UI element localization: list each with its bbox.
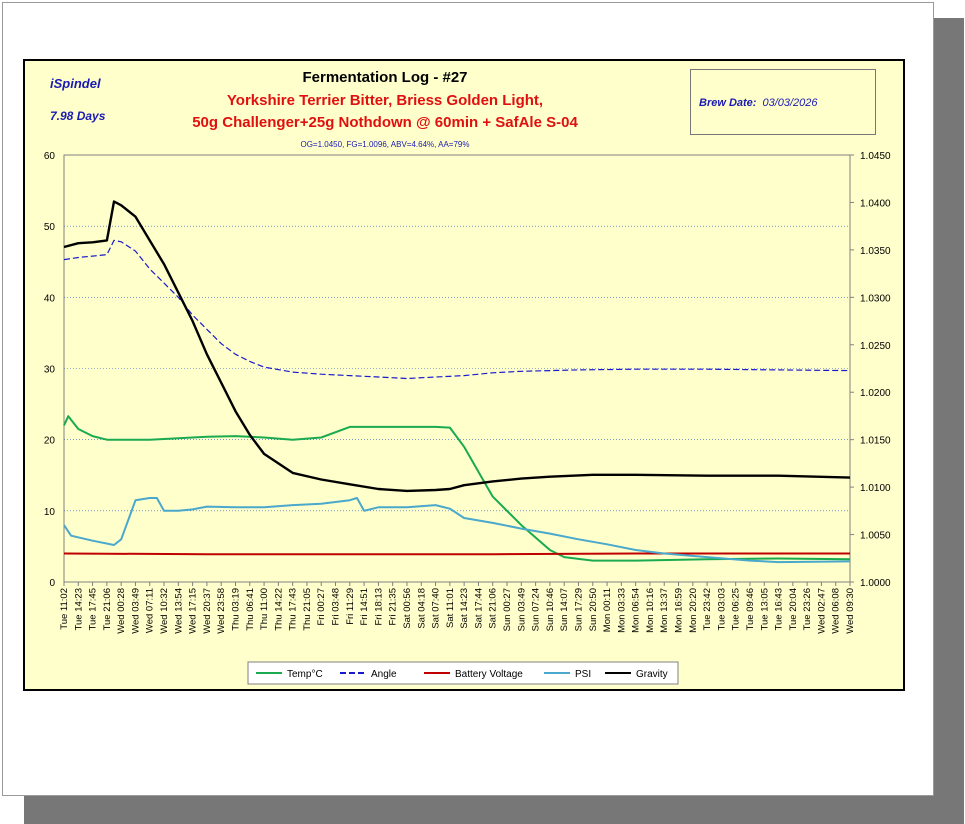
- x-tick-label: Fri 00:27: [316, 588, 327, 626]
- x-tick-label: Sun 00:27: [502, 588, 513, 631]
- series-line: [63, 239, 851, 380]
- x-tick-label: Tue 09:46: [745, 588, 756, 630]
- x-tick-label: Sat 14:23: [459, 588, 470, 629]
- x-tick-label: Mon 10:16: [645, 588, 656, 633]
- x-tick-label: Tue 06:25: [731, 588, 742, 630]
- x-tick-label: Wed 02:47: [816, 588, 827, 634]
- x-tick-label: Wed 13:54: [173, 588, 184, 634]
- y-left-tick-label: 10: [44, 507, 56, 518]
- x-tick-label: Tue 23:26: [802, 588, 813, 630]
- legend: [247, 661, 679, 685]
- x-tick-label: Tue 03:03: [716, 588, 727, 630]
- x-tick-label: Mon 03:33: [616, 588, 627, 633]
- y-left-tick-label: 20: [44, 436, 56, 447]
- x-tick-label: Fri 21:35: [388, 588, 399, 626]
- x-tick-label: Wed 06:08: [831, 588, 842, 634]
- y-left-tick-label: 30: [44, 365, 56, 376]
- x-tick-label: Thu 06:41: [245, 588, 256, 631]
- y-left-tick-label: 60: [44, 151, 56, 162]
- x-tick-label: Sat 21:06: [488, 588, 499, 629]
- x-tick-label: Mon 16:59: [674, 588, 685, 633]
- x-tick-label: Wed 07:11: [145, 588, 156, 633]
- x-tick-label: Fri 11:29: [345, 588, 356, 625]
- x-tick-label: Fri 03:48: [331, 588, 342, 626]
- y-right-tick-label: 1.0250: [860, 341, 891, 352]
- x-tick-label: Wed 00:28: [116, 588, 127, 634]
- y-right-tick-label: 1.0000: [860, 578, 891, 589]
- x-tick-label: Sun 14:07: [559, 588, 570, 631]
- x-tick-label: Thu 17:43: [288, 588, 299, 631]
- x-tick-label: Tue 16:43: [774, 588, 785, 630]
- x-tick-label: Mon 00:11: [602, 588, 613, 632]
- x-tick-label: Sat 17:44: [473, 588, 484, 629]
- x-tick-label: Thu 11:00: [259, 588, 270, 630]
- x-tick-label: Tue 21:06: [102, 588, 113, 630]
- x-tick-label: Tue 20:04: [788, 588, 799, 630]
- x-tick-label: Wed 03:49: [130, 588, 141, 634]
- recipe-line-2: 50g Challenger+25g Nothdown @ 60min + Sa…: [192, 114, 578, 131]
- y-right-tick-label: 1.0350: [860, 246, 891, 257]
- x-tick-label: Tue 17:45: [88, 588, 99, 630]
- x-tick-label: Fri 14:51: [359, 588, 370, 626]
- x-tick-label: Sun 03:49: [516, 588, 527, 631]
- y-left-tick-label: 40: [44, 293, 56, 304]
- duration-label: 7.98 Days: [50, 109, 106, 123]
- stats-line: OG=1.0450, FG=1.0096, ABV=4.64%, AA=79%: [300, 140, 470, 149]
- x-tick-label: Tue 14:23: [73, 588, 84, 630]
- y-right-tick-label: 1.0050: [860, 531, 891, 542]
- x-tick-label: Sat 04:18: [416, 588, 427, 629]
- x-tick-label: Thu 14:22: [273, 588, 284, 631]
- legend-label: Angle: [371, 669, 397, 680]
- y-right-tick-label: 1.0100: [860, 483, 891, 494]
- brew-date-box: Brew Date: 03/03/2026: [690, 69, 876, 135]
- recipe-line-1: Yorkshire Terrier Bitter, Briess Golden …: [226, 92, 544, 109]
- series-line: [63, 200, 851, 493]
- x-tick-label: Thu 21:05: [302, 588, 313, 631]
- x-tick-label: Tue 13:05: [759, 588, 770, 630]
- x-tick-label: Sun 07:24: [531, 588, 542, 631]
- y-right-tick-label: 1.0300: [860, 293, 891, 304]
- y-right-tick-label: 1.0200: [860, 388, 891, 399]
- x-tick-label: Mon 13:37: [659, 588, 670, 633]
- y-right-tick-label: 1.0400: [860, 198, 891, 209]
- x-tick-label: Fri 18:13: [373, 588, 384, 626]
- legend-label: Temp°C: [287, 669, 323, 680]
- device-name: iSpindel: [50, 76, 101, 91]
- x-tick-label: Tue 23:42: [702, 588, 713, 630]
- x-tick-label: Sun 17:29: [573, 588, 584, 631]
- x-tick-label: Sun 10:46: [545, 588, 556, 631]
- brew-date-label: Brew Date:: [699, 97, 757, 109]
- x-tick-label: Sat 11:01: [445, 588, 456, 628]
- y-right-tick-label: 1.0450: [860, 151, 891, 162]
- brew-date-value: 03/03/2026: [762, 97, 818, 109]
- y-left-tick-label: 0: [49, 578, 55, 589]
- y-left-tick-label: 50: [44, 222, 56, 233]
- y-right-tick-label: 1.0150: [860, 436, 891, 447]
- x-tick-label: Mon 06:54: [631, 588, 642, 633]
- x-tick-label: Wed 10:32: [159, 588, 170, 634]
- x-tick-label: Sun 20:50: [588, 588, 599, 631]
- chart-title: Fermentation Log - #27: [302, 69, 468, 86]
- x-tick-label: Thu 03:19: [230, 588, 241, 631]
- x-tick-label: Mon 20:20: [688, 588, 699, 633]
- x-tick-label: Wed 20:37: [202, 588, 213, 634]
- x-tick-label: Wed 09:30: [845, 588, 856, 634]
- legend-label: PSI: [575, 669, 591, 680]
- x-tick-label: Wed 23:58: [216, 588, 227, 634]
- series-line: [63, 415, 851, 562]
- x-tick-label: Wed 17:15: [188, 588, 199, 634]
- legend-label: Battery Voltage: [455, 669, 523, 680]
- x-tick-label: Sat 07:40: [431, 588, 442, 629]
- series-line: [63, 497, 851, 564]
- x-tick-label: Sat 00:56: [402, 588, 413, 629]
- series-line: [63, 552, 850, 556]
- legend-label: Gravity: [636, 669, 668, 680]
- x-tick-label: Tue 11:02: [59, 588, 70, 630]
